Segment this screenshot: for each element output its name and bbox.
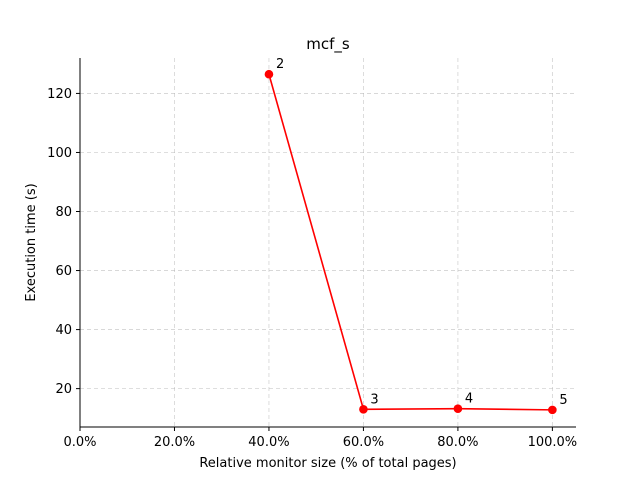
y-axis-label: Execution time (s) xyxy=(24,183,39,301)
axes xyxy=(76,58,576,431)
grid-lines xyxy=(79,58,576,427)
y-tick-label: 20 xyxy=(55,382,72,397)
x-tick-label: 100.0% xyxy=(528,435,578,450)
x-tick-label: 60.0% xyxy=(343,435,384,450)
x-tick-label: 20.0% xyxy=(154,435,195,450)
data-point xyxy=(548,405,557,415)
point-label: 5 xyxy=(559,393,567,408)
y-tick-label: 100 xyxy=(47,146,72,161)
series-polyline xyxy=(268,74,553,411)
y-tick-label: 40 xyxy=(55,323,72,338)
y-tick-label: 120 xyxy=(47,87,72,102)
y-tick-label: 60 xyxy=(55,264,72,279)
x-axis-label: Relative monitor size (% of total pages) xyxy=(199,456,456,471)
y-tick-label: 80 xyxy=(55,205,72,220)
data-point xyxy=(453,404,463,413)
series-line: 2 3 4 5 xyxy=(264,57,568,415)
x-tick-label: 80.0% xyxy=(437,435,478,450)
data-point xyxy=(359,404,368,414)
data-point xyxy=(264,69,274,79)
x-tick-label: 0.0% xyxy=(63,435,96,450)
point-label: 4 xyxy=(465,392,473,407)
point-label: 2 xyxy=(276,57,284,72)
point-label: 3 xyxy=(370,392,378,407)
x-tick-label: 40.0% xyxy=(248,435,289,450)
chart-title: mcf_s xyxy=(306,35,350,54)
axis-labels: 0.0% 20.0% 40.0% 60.0% 80.0% 100.0% 20 40 60 80 10… xyxy=(47,87,577,450)
